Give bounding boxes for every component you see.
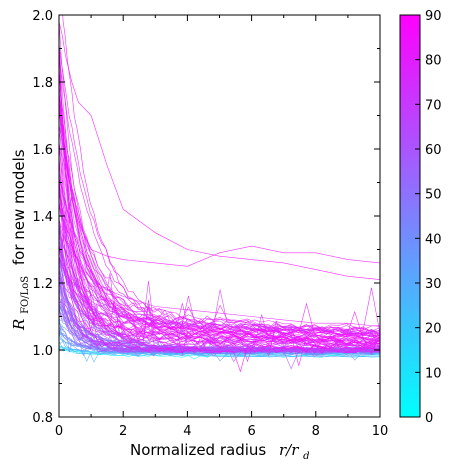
series-line [62, 15, 380, 347]
x-tick-label: 0 [55, 424, 63, 439]
series-line [59, 50, 380, 346]
series-layer [59, 15, 380, 373]
colorbar-tick-label: 40 [425, 232, 442, 247]
y-tick-label: 1.6 [32, 143, 53, 158]
series-line [59, 215, 380, 351]
colorbar-ticks: 0 10 20 30 40 50 60 70 80 90 [415, 9, 442, 426]
series-line [59, 36, 380, 346]
series-line [59, 197, 380, 355]
series-line [59, 242, 380, 366]
series-line [59, 24, 380, 335]
y-tick-label: 1.8 [32, 76, 53, 91]
series-line [59, 95, 380, 327]
series-line [59, 21, 380, 280]
y-axis-label-rest: for new models [10, 149, 28, 265]
series-line [59, 276, 380, 354]
x-axis-label: Normalized radius r/r d [130, 441, 310, 462]
series-line [59, 119, 380, 344]
x-tick-label: 8 [312, 424, 320, 439]
series-line [59, 125, 380, 332]
colorbar-tick-label: 60 [425, 143, 442, 158]
x-tick-label: 6 [247, 424, 255, 439]
series-line [59, 144, 380, 337]
colorbar-tick-label: 90 [425, 9, 442, 24]
y-tick-label: 1.2 [32, 277, 53, 292]
series-line [59, 53, 380, 337]
y-tick-label: 0.8 [32, 411, 53, 426]
series-line [59, 222, 380, 336]
y-axis-label-sub: FO/LoS [20, 276, 31, 314]
y-axis-label-main: R [10, 319, 28, 331]
x-axis-label-text: Normalized radius [130, 441, 266, 459]
y-tick-label: 1.0 [32, 344, 53, 359]
y-axis-label: R FO/LoS for new models [10, 149, 32, 331]
y-tick-label: 2.0 [32, 9, 53, 24]
colorbar [399, 14, 421, 418]
colorbar-tick-label: 70 [425, 98, 442, 113]
series-line [59, 154, 380, 347]
x-tick-label: 10 [372, 424, 389, 439]
colorbar-tick-label: 20 [425, 322, 442, 337]
x-tick-label: 2 [119, 424, 127, 439]
series-line [59, 102, 380, 345]
colorbar-tick-label: 0 [425, 411, 433, 426]
x-axis-label-math: r/r [279, 441, 299, 459]
series-line [59, 93, 380, 340]
series-line [59, 316, 380, 358]
series-line [59, 295, 380, 354]
series-line [59, 110, 380, 357]
series-line [59, 153, 380, 353]
series-line [59, 242, 380, 345]
colorbar-tick-label: 50 [425, 188, 442, 203]
axis-ticks: 0 2 4 6 8 10 0.8 1.0 1.2 1.4 1.6 1.8 2.0 [32, 9, 388, 439]
series-line [59, 68, 380, 267]
colorbar-tick-label: 30 [425, 277, 442, 292]
series-line [59, 179, 380, 373]
x-tick-label: 4 [183, 424, 191, 439]
series-line [59, 349, 380, 360]
x-axis-label-sub: d [303, 451, 309, 462]
y-tick-label: 1.4 [32, 210, 53, 225]
series-line [59, 42, 380, 342]
colorbar-tick-label: 10 [425, 366, 442, 381]
series-line [59, 191, 380, 349]
series-line [59, 79, 380, 349]
colorbar-tick-label: 80 [425, 54, 442, 69]
